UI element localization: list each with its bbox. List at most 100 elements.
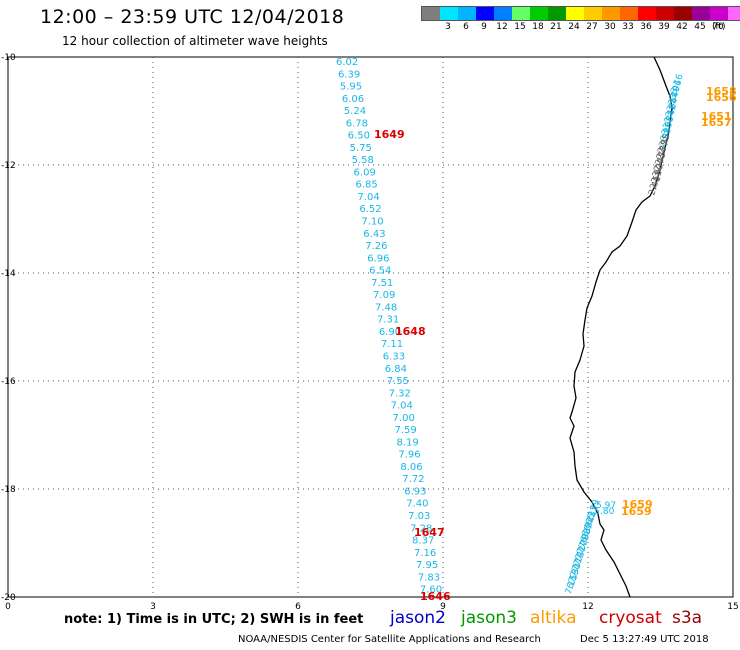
wave-height-value: 5.80 [594, 507, 614, 517]
lat-tick-label: -10 [1, 53, 16, 63]
legend-swatch [584, 7, 602, 20]
legend-swatch [476, 7, 494, 20]
wave-height-value: 5.75 [350, 143, 372, 154]
wave-height-value: 7.51 [371, 278, 393, 289]
pass-time-label: 1648 [395, 325, 426, 338]
lon-tick-label: 3 [150, 602, 156, 612]
legend-swatch [620, 7, 638, 20]
legend-swatch [530, 7, 548, 20]
legend-tick-label: 24 [568, 22, 580, 32]
wave-height-value: 6.90 [379, 327, 401, 338]
wave-height-value: 8.06 [400, 462, 422, 473]
pass-time-label: 1657 [701, 116, 732, 129]
legend-tick-label: 30 [604, 22, 616, 32]
map-title: 12:00 – 23:59 UTC 12/04/2018 [40, 6, 345, 28]
legend-tick-label: 45 [694, 22, 706, 32]
wave-height-value: 7.31 [377, 315, 399, 326]
wave-height-value: 7.09 [373, 290, 395, 301]
wave-height-value: 7.28 [410, 523, 432, 534]
axis-labels: -10 -12 -14 -16 -18 -200 3 6 9 12 15 [1, 53, 739, 612]
lon-tick-label: 9 [440, 602, 446, 612]
wave-height-value: 6.50 [348, 131, 370, 142]
wave-height-value: 7.59 [395, 425, 417, 436]
legend-tick-label: 39 [658, 22, 670, 32]
wave-height-value: 7.03 [408, 511, 430, 522]
pass-time-label: 1656 [706, 91, 737, 104]
wave-height-value: 2.41 [647, 175, 663, 197]
legend-swatch [638, 7, 656, 20]
legend-tick-label: 42 [676, 22, 688, 32]
legend-unit: (ft) [712, 22, 726, 32]
wave-height-value: 6.85 [356, 180, 378, 191]
pass-time-label: 1658 [706, 85, 737, 98]
wave-height-value: 6.96 [367, 253, 389, 264]
lat-tick-label: -12 [1, 161, 16, 171]
legend-swatch [728, 7, 740, 20]
lat-tick-label: -20 [1, 593, 16, 603]
legend-tick-label: 27 [586, 22, 598, 32]
track-top-right: 3.163.063.793.543.643.123.343.653.192.98… [647, 73, 737, 198]
wave-height-value: 7.72 [402, 474, 424, 485]
wave-height-value: 7.26 [365, 241, 387, 252]
legend-tick-label: 9 [481, 22, 487, 32]
lon-tick-label: 6 [295, 602, 301, 612]
legend-swatch [710, 7, 728, 20]
generation-timestamp: Dec 5 13:27:49 UTC 2018 [580, 634, 709, 645]
lon-tick-label: 0 [5, 602, 11, 612]
legend-swatch [440, 7, 458, 20]
legend-swatch [494, 7, 512, 20]
wave-height-value: 6.78 [346, 118, 368, 129]
legend-tick-label: 33 [622, 22, 634, 32]
wave-height-value: 7.16 [414, 548, 436, 559]
pass-time-label: 1647 [414, 526, 445, 539]
wave-height-value: 7.04 [357, 192, 379, 203]
wave-height-value: 8.19 [396, 437, 418, 448]
legend-tick-label: 12 [496, 22, 508, 32]
wave-height-value: 6.52 [359, 204, 381, 215]
wave-height-value: 6.93 [404, 486, 426, 497]
color-scale-labels: 3 6 9 12 15 18 21 24 27 30 33 36 39 42 45 70 [421, 22, 740, 34]
coastline [569, 56, 673, 598]
legend-tick-label: 21 [550, 22, 562, 32]
lon-tick-label: 12 [582, 602, 593, 612]
wave-height-value: 7.40 [406, 499, 428, 510]
wave-height-value: 7.55 [387, 376, 409, 387]
satellite-label-cryosat: cryosat [599, 608, 662, 628]
track-bottom-right: 5.975.805.596.136.236.546.377.007.097.27… [564, 498, 653, 596]
legend-swatch [692, 7, 710, 20]
legend-tick-label: 15 [514, 22, 526, 32]
legend-tick-label: 70 [712, 22, 724, 32]
wave-height-value: 7.48 [375, 302, 397, 313]
pass-time-label: 1646 [420, 590, 451, 603]
wave-height-value: 6.43 [363, 229, 385, 240]
map-subtitle: 12 hour collection of altimeter wave hei… [62, 34, 328, 48]
wave-height-value: 7.00 [393, 413, 415, 424]
wave-height-value: 6.02 [336, 57, 358, 68]
legend-swatch [566, 7, 584, 20]
wave-height-value: 6.09 [354, 167, 376, 178]
legend-tick-label: 3 [445, 22, 451, 32]
lat-tick-label: -14 [1, 269, 16, 279]
wave-height-value: 6.54 [369, 266, 391, 277]
color-scale-legend [421, 6, 740, 21]
legend-swatch [548, 7, 566, 20]
satellite-label-jason3: jason3 [461, 608, 517, 628]
satellite-label-s3a: s3a [672, 608, 703, 628]
legend-swatch [656, 7, 674, 20]
footer-note: note: 1) Time is in UTC; 2) SWH is in fe… [64, 612, 364, 627]
wave-height-value: 6.39 [338, 69, 360, 80]
legend-tick-label: 36 [640, 22, 652, 32]
legend-swatch [512, 7, 530, 20]
wave-height-value: 5.95 [340, 82, 362, 93]
wave-height-value: 7.60 [420, 585, 442, 596]
legend-tick-label: 6 [463, 22, 469, 32]
track-left: 6.026.39 5.956.065.246.78 6.505.755.586.09… [336, 57, 451, 603]
legend-swatch [602, 7, 620, 20]
lat-tick-label: -16 [1, 377, 16, 387]
wave-height-value: 7.83 [418, 572, 440, 583]
wave-height-value: 6.84 [385, 364, 407, 375]
wave-height-value: 5.24 [344, 106, 366, 117]
pass-time-label: 1651 [701, 110, 732, 123]
wave-height-value: 7.11 [381, 339, 403, 350]
pass-time-label: 1659 [621, 505, 652, 518]
